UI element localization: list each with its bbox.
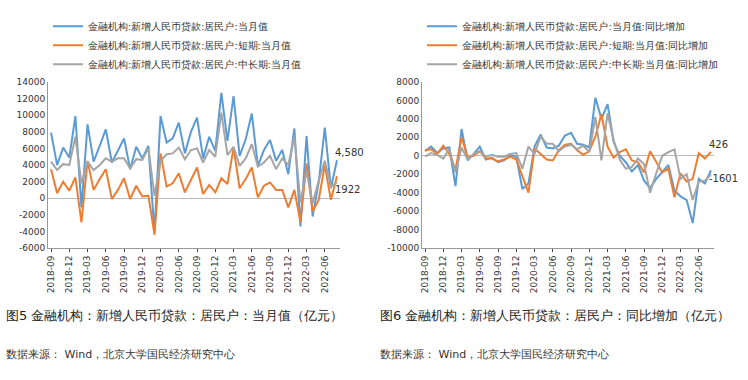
svg-text:-1601: -1601 <box>709 173 738 184</box>
svg-text:2019-03: 2019-03 <box>82 256 92 294</box>
svg-text:2020-12: 2020-12 <box>210 256 220 294</box>
svg-text:2000: 2000 <box>22 177 45 187</box>
svg-text:2018-12: 2018-12 <box>438 256 448 294</box>
svg-text:2020-03: 2020-03 <box>155 256 165 294</box>
svg-text:金融机构:新增人民币贷款:居民户:中长期:当月值:同比增加: 金融机构:新增人民币贷款:居民户:中长期:当月值:同比增加 <box>462 59 718 70</box>
svg-text:-4000: -4000 <box>19 227 45 237</box>
svg-text:2020-09: 2020-09 <box>566 255 576 293</box>
svg-text:4,580: 4,580 <box>335 147 364 158</box>
svg-text:2018-09: 2018-09 <box>46 255 56 293</box>
svg-text:2000: 2000 <box>396 132 419 142</box>
svg-text:2019-12: 2019-12 <box>511 256 521 294</box>
svg-text:4000: 4000 <box>396 114 419 124</box>
svg-text:金融机构:新增人民币贷款:居民户:中长期:当月值: 金融机构:新增人民币贷款:居民户:中长期:当月值 <box>88 59 301 70</box>
svg-text:2020-12: 2020-12 <box>584 256 594 294</box>
svg-text:2019-06: 2019-06 <box>101 255 111 293</box>
svg-text:14000: 14000 <box>17 77 46 87</box>
html-text:图5 金融机构：新增人民币贷款：居民户：当月值（亿元）: 图5 金融机构：新增人民币贷款：居民户：当月值（亿元） <box>6 308 344 323</box>
svg-text:2022-03: 2022-03 <box>675 256 685 294</box>
svg-text:2022-03: 2022-03 <box>301 256 311 294</box>
svg-text:8000: 8000 <box>22 127 45 137</box>
svg-text:金融机构:新增人民币贷款:居民户:短期:当月值:同比增加: 金融机构:新增人民币贷款:居民户:短期:当月值:同比增加 <box>462 40 708 51</box>
svg-text:2019-12: 2019-12 <box>137 256 147 294</box>
svg-text:1922: 1922 <box>335 184 360 195</box>
svg-text:-4000: -4000 <box>393 188 419 198</box>
svg-text:2020-06: 2020-06 <box>548 255 558 293</box>
svg-text:-8000: -8000 <box>393 225 419 235</box>
html-text:数据来源： Wind，北京大学国民经济研究中心: 数据来源： Wind，北京大学国民经济研究中心 <box>380 348 610 361</box>
svg-text:金融机构:新增人民币贷款:居民户:当月值:同比增加: 金融机构:新增人民币贷款:居民户:当月值:同比增加 <box>462 21 685 32</box>
svg-text:-2000: -2000 <box>393 169 419 179</box>
svg-text:4000: 4000 <box>22 160 45 170</box>
svg-text:2022-06: 2022-06 <box>320 255 330 293</box>
svg-text:2018-09: 2018-09 <box>420 255 430 293</box>
svg-text:2019-09: 2019-09 <box>119 255 129 293</box>
svg-text:6000: 6000 <box>22 144 45 154</box>
html-text:数据来源： Wind，北京大学国民经济研究中心: 数据来源： Wind，北京大学国民经济研究中心 <box>6 348 236 361</box>
svg-text:金融机构:新增人民币贷款:居民户:短期:当月值: 金融机构:新增人民币贷款:居民户:短期:当月值 <box>88 40 291 51</box>
svg-text:2019-09: 2019-09 <box>493 255 503 293</box>
svg-text:2021-09: 2021-09 <box>639 255 649 293</box>
svg-text:6000: 6000 <box>396 96 419 106</box>
svg-text:2020-03: 2020-03 <box>529 256 539 294</box>
svg-text:金融机构:新增人民币贷款:居民户:当月值: 金融机构:新增人民币贷款:居民户:当月值 <box>88 21 268 32</box>
svg-text:-2000: -2000 <box>19 210 45 220</box>
svg-text:2020-09: 2020-09 <box>192 255 202 293</box>
svg-text:426: 426 <box>709 139 728 150</box>
svg-text:2021-09: 2021-09 <box>265 255 275 293</box>
svg-text:2021-12: 2021-12 <box>283 256 293 294</box>
html-text:图6 金融机构：新增人民币贷款：居民户：同比增加（亿元）: 图6 金融机构：新增人民币贷款：居民户：同比增加（亿元） <box>380 308 731 323</box>
svg-text:2019-03: 2019-03 <box>456 256 466 294</box>
svg-text:2021-03: 2021-03 <box>602 256 612 294</box>
svg-text:0: 0 <box>413 151 419 161</box>
svg-text:2019-06: 2019-06 <box>475 255 485 293</box>
svg-text:0: 0 <box>39 193 45 203</box>
svg-text:2020-06: 2020-06 <box>174 255 184 293</box>
svg-text:2021-06: 2021-06 <box>621 255 631 293</box>
svg-text:2021-06: 2021-06 <box>247 255 257 293</box>
svg-text:2021-12: 2021-12 <box>657 256 667 294</box>
svg-text:2018-12: 2018-12 <box>64 256 74 294</box>
svg-text:12000: 12000 <box>17 94 46 104</box>
svg-text:-6000: -6000 <box>393 206 419 216</box>
svg-text:-10000: -10000 <box>387 243 419 253</box>
svg-text:10000: 10000 <box>17 110 46 120</box>
svg-text:8000: 8000 <box>396 77 419 87</box>
svg-text:-6000: -6000 <box>19 243 45 253</box>
svg-text:2021-03: 2021-03 <box>228 256 238 294</box>
svg-text:2022-06: 2022-06 <box>694 255 704 293</box>
